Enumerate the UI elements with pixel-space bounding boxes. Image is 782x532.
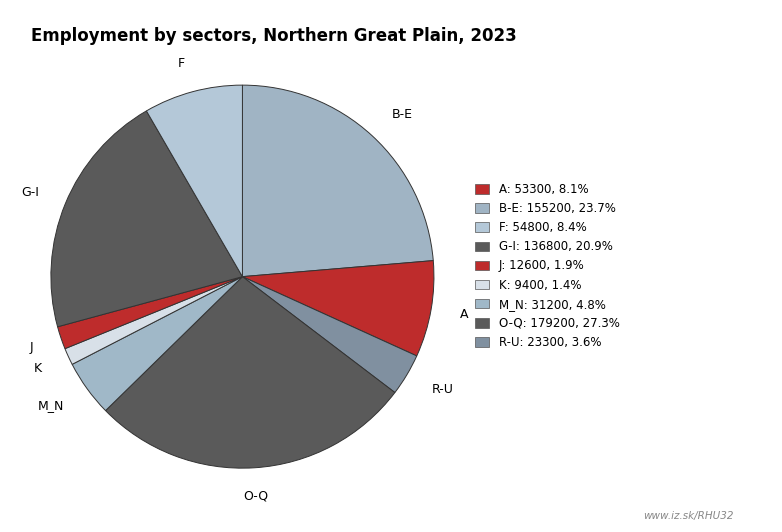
Wedge shape [106, 277, 395, 468]
Wedge shape [58, 277, 242, 348]
Text: R-U: R-U [432, 383, 454, 396]
Text: K: K [34, 362, 42, 375]
Text: B-E: B-E [392, 108, 412, 121]
Text: F: F [178, 57, 185, 70]
Text: Employment by sectors, Northern Great Plain, 2023: Employment by sectors, Northern Great Pl… [30, 27, 517, 45]
Wedge shape [242, 261, 434, 356]
Text: A: A [460, 307, 468, 321]
Wedge shape [72, 277, 242, 411]
Legend: A: 53300, 8.1%, B-E: 155200, 23.7%, F: 54800, 8.4%, G-I: 136800, 20.9%, J: 12600: A: 53300, 8.1%, B-E: 155200, 23.7%, F: 5… [475, 183, 619, 349]
Wedge shape [242, 85, 433, 277]
Text: www.iz.sk/RHU32: www.iz.sk/RHU32 [643, 511, 734, 521]
Text: M_N: M_N [38, 399, 64, 412]
Wedge shape [146, 85, 242, 277]
Wedge shape [65, 277, 242, 364]
Text: O-Q: O-Q [243, 490, 269, 503]
Wedge shape [51, 111, 242, 327]
Wedge shape [242, 277, 417, 393]
Text: G-I: G-I [21, 186, 39, 200]
Text: J: J [30, 340, 34, 354]
